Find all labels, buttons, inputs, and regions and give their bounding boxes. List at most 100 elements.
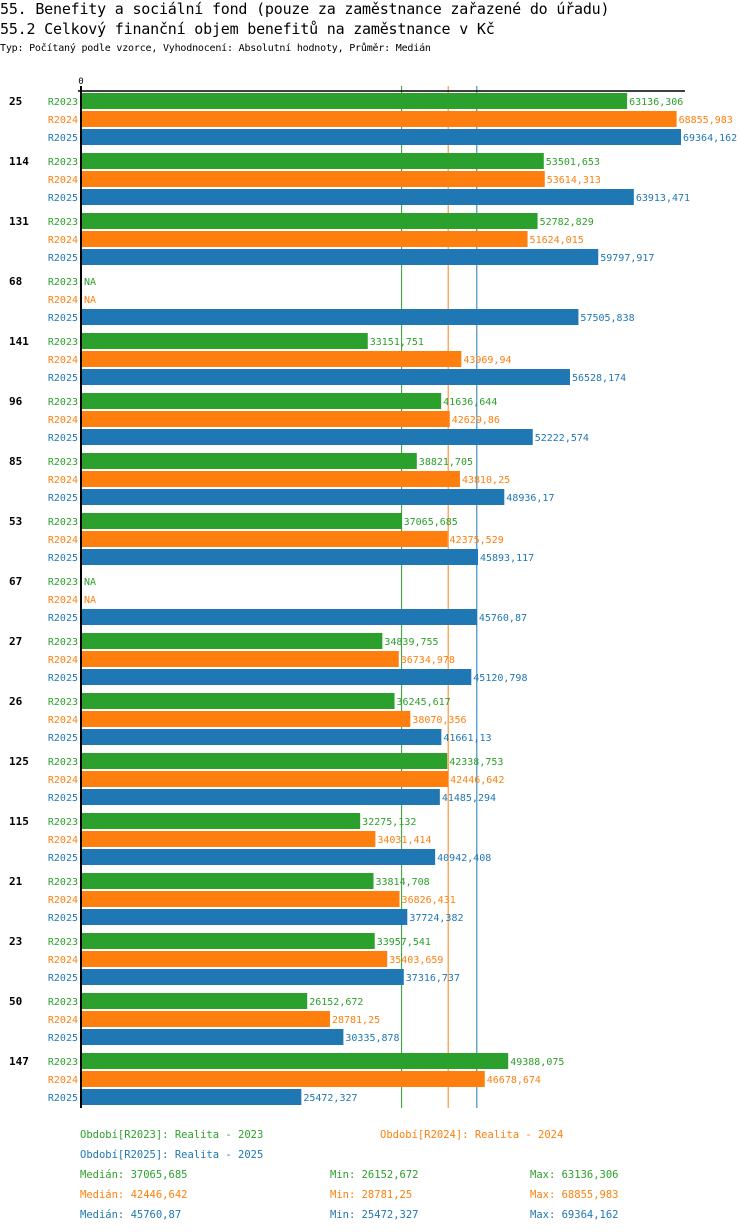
series-label: R2024 <box>48 895 78 906</box>
data-label: 30335,878 <box>345 1033 399 1044</box>
stat-median-R2023: Medián: 37065,685 <box>80 1169 187 1181</box>
category-label: 21 <box>9 875 23 888</box>
data-label: 34031,414 <box>377 835 431 846</box>
data-label: 41636,644 <box>443 397 497 408</box>
data-label: 34839,755 <box>384 637 438 648</box>
series-label: R2024 <box>48 1075 78 1086</box>
data-label-na: NA <box>84 295 96 306</box>
data-label: 49388,075 <box>510 1057 564 1068</box>
data-label: 37065,685 <box>404 517 458 528</box>
bar-R2023 <box>81 753 448 769</box>
series-label: R2023 <box>48 937 78 948</box>
category-label: 141 <box>9 335 29 348</box>
series-label: R2023 <box>48 997 78 1008</box>
data-label: 52782,829 <box>540 217 594 228</box>
category-label: 53 <box>9 515 22 528</box>
data-label: 28781,25 <box>332 1015 380 1026</box>
category-label: 25 <box>9 95 22 108</box>
series-label: R2024 <box>48 175 78 186</box>
series-label: R2025 <box>48 493 78 504</box>
data-label: 57505,838 <box>580 313 634 324</box>
bar-R2025 <box>81 369 570 385</box>
bar-R2025 <box>81 309 579 325</box>
data-label-na: NA <box>84 595 96 606</box>
bar-R2024 <box>81 891 400 907</box>
data-label-na: NA <box>84 277 96 288</box>
series-label: R2023 <box>48 397 78 408</box>
bar-R2023 <box>81 873 374 889</box>
bar-R2023 <box>81 693 395 709</box>
series-label: R2023 <box>48 697 78 708</box>
data-label: 56528,174 <box>572 373 626 384</box>
category-label: 131 <box>9 215 29 228</box>
series-label: R2025 <box>48 553 78 564</box>
data-label: 32275,132 <box>362 817 416 828</box>
series-label: R2023 <box>48 637 78 648</box>
bar-R2023 <box>81 453 417 469</box>
series-label: R2023 <box>48 217 78 228</box>
category-label: 147 <box>9 1055 29 1068</box>
bar-R2023 <box>81 93 628 109</box>
bar-R2024 <box>81 351 462 367</box>
data-label: 41485,294 <box>442 793 496 804</box>
data-label: 36734,978 <box>401 655 455 666</box>
series-label: R2023 <box>48 877 78 888</box>
bar-R2024 <box>81 471 460 487</box>
bar-R2025 <box>81 669 472 685</box>
bar-R2024 <box>81 831 376 847</box>
stat-median-R2024: Medián: 42446,642 <box>80 1189 187 1201</box>
data-label: 33814,708 <box>375 877 429 888</box>
series-label: R2024 <box>48 295 78 306</box>
data-label: 46678,674 <box>487 1075 541 1086</box>
data-label: 43810,25 <box>462 475 510 486</box>
data-label: 42629,86 <box>452 415 500 426</box>
bar-R2024 <box>81 1071 485 1087</box>
series-label: R2025 <box>48 433 78 444</box>
data-label: 25472,327 <box>303 1093 357 1104</box>
series-label: R2025 <box>48 973 78 984</box>
data-label: 45893,117 <box>480 553 534 564</box>
data-label: 38821,705 <box>419 457 473 468</box>
bar-R2024 <box>81 771 449 787</box>
series-label: R2023 <box>48 757 78 768</box>
data-label: 48936,17 <box>506 493 554 504</box>
stat-max-R2025: Max: 69364,162 <box>530 1209 619 1221</box>
category-label: 27 <box>9 635 22 648</box>
series-label: R2024 <box>48 535 78 546</box>
category-label: 23 <box>9 935 22 948</box>
data-label: 40942,408 <box>437 853 491 864</box>
bar-R2023 <box>81 153 544 169</box>
data-label: 36245,617 <box>397 697 451 708</box>
series-label: R2024 <box>48 955 78 966</box>
series-label: R2025 <box>48 373 78 384</box>
bar-R2025 <box>81 429 533 445</box>
category-label: 68 <box>9 275 22 288</box>
series-label: R2024 <box>48 415 78 426</box>
data-label: 68855,983 <box>679 115 733 126</box>
chart-meta: Typ: Počítaný podle vzorce, Vyhodnocení:… <box>0 43 431 54</box>
bar-R2023 <box>81 213 538 229</box>
series-label: R2025 <box>48 313 78 324</box>
data-label-na: NA <box>84 577 96 588</box>
series-label: R2025 <box>48 1093 78 1104</box>
category-label: 114 <box>9 155 29 168</box>
data-label: 33957,541 <box>377 937 431 948</box>
series-label: R2024 <box>48 655 78 666</box>
legend-entry-R2023: Období[R2023]: Realita - 2023 <box>80 1129 263 1141</box>
bar-R2024 <box>81 171 545 187</box>
series-label: R2025 <box>48 913 78 924</box>
series-label: R2023 <box>48 577 78 588</box>
series-label: R2024 <box>48 475 78 486</box>
series-label: R2024 <box>48 715 78 726</box>
series-label: R2024 <box>48 595 78 606</box>
series-label: R2024 <box>48 1015 78 1026</box>
stat-max-R2023: Max: 63136,306 <box>530 1169 619 1181</box>
bar-R2025 <box>81 1029 344 1045</box>
bar-R2025 <box>81 609 477 625</box>
bar-R2025 <box>81 729 442 745</box>
series-label: R2023 <box>48 277 78 288</box>
category-label: 67 <box>9 575 22 588</box>
series-label: R2024 <box>48 775 78 786</box>
bar-R2024 <box>81 651 399 667</box>
